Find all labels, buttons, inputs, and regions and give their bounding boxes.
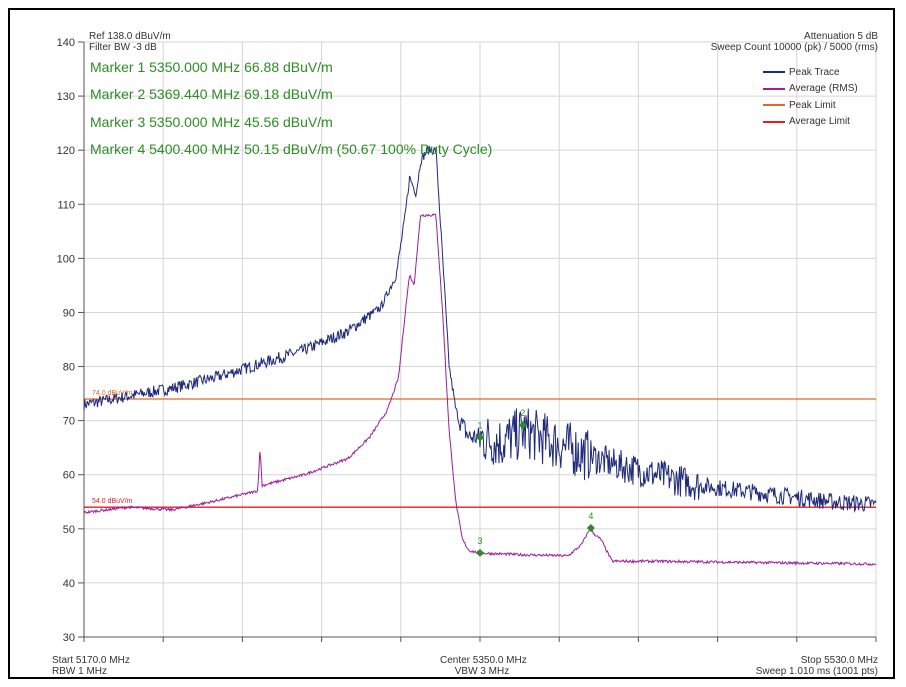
- ref-info: Ref 138.0 dBuV/m Filter BW -3 dB: [89, 31, 171, 53]
- marker-4-point: [586, 524, 595, 533]
- average-swatch: [763, 87, 785, 90]
- y-tick-label: 120: [57, 145, 75, 157]
- y-tick-label: 100: [57, 253, 75, 265]
- y-tick-label: 90: [63, 307, 75, 319]
- marker-4-label: 4: [588, 511, 593, 521]
- legend-peak-trace: Peak Trace: [763, 64, 858, 81]
- y-tick-label: 40: [63, 578, 75, 590]
- sweep-time: Sweep 1.010 ms (1001 pts): [755, 666, 878, 677]
- y-tick-label: 50: [63, 524, 75, 536]
- legend-label: Peak Trace: [789, 66, 840, 78]
- y-tick-label: 130: [57, 91, 75, 103]
- legend-peak-limit: Peak Limit: [763, 97, 858, 114]
- peak-limit-label: 74.0 dBuV/m: [92, 390, 133, 397]
- peak-trace-swatch: [763, 71, 785, 74]
- y-tick-label: 110: [57, 199, 75, 211]
- peak-trace-line: [83, 145, 877, 513]
- chart-frame: [8, 8, 895, 679]
- filter-bw: Filter BW -3 dB: [89, 42, 157, 53]
- start-freq: Start 5170.0 MHz: [52, 655, 130, 666]
- rbw: RBW 1 MHz: [52, 666, 107, 677]
- ref-level: Ref 138.0 dBuV/m: [89, 31, 171, 42]
- legend-label: Average (RMS): [789, 83, 858, 95]
- marker-1-label: 1: [477, 421, 482, 431]
- marker-1-point: [476, 433, 484, 442]
- marker-3-readout: Marker 3 5350.000 MHz 45.56 dBuV/m: [90, 114, 333, 130]
- attenuation: Attenuation 5 dB: [804, 31, 878, 42]
- average-limit-swatch: [763, 120, 785, 123]
- center-info: Center 5350.0 MHz VBW 3 MHz: [440, 655, 527, 677]
- start-info: Start 5170.0 MHz RBW 1 MHz: [52, 655, 130, 677]
- marker-4-readout: Marker 4 5400.400 MHz 50.15 dBuV/m (50.6…: [90, 141, 493, 157]
- stop-freq: Stop 5530.0 MHz: [800, 655, 878, 666]
- legend: Peak Trace Average (RMS) Peak Limit Aver…: [763, 64, 858, 130]
- legend-average: Average (RMS): [763, 81, 858, 98]
- sweep-count: Sweep Count 10000 (pk) / 5000 (rms): [710, 42, 878, 53]
- y-tick-label: 60: [63, 470, 75, 482]
- marker-2-point: [518, 421, 527, 430]
- y-tick-label: 80: [63, 362, 75, 374]
- y-tick-label: 140: [57, 37, 75, 49]
- center-freq: Center 5350.0 MHz: [440, 655, 527, 666]
- legend-label: Peak Limit: [789, 99, 836, 111]
- marker-2-label: 2: [520, 408, 525, 418]
- average-limit-label: 54.0 dBuV/m: [92, 498, 133, 505]
- marker-1-readout: Marker 1 5350.000 MHz 66.88 dBuV/m: [90, 59, 333, 75]
- marker-3-point: [476, 548, 484, 557]
- stop-info: Stop 5530.0 MHz Sweep 1.010 ms (1001 pts…: [756, 655, 878, 677]
- legend-label: Average Limit: [789, 116, 850, 128]
- legend-average-limit: Average Limit: [763, 114, 858, 131]
- sweep-info: Attenuation 5 dB Sweep Count 10000 (pk) …: [711, 31, 878, 53]
- y-tick-label: 70: [63, 416, 75, 428]
- peak-limit-swatch: [763, 104, 785, 107]
- vbw: VBW 3 MHz: [454, 666, 510, 677]
- y-tick-label: 30: [63, 632, 75, 644]
- marker-3-label: 3: [477, 536, 482, 546]
- marker-2-readout: Marker 2 5369.440 MHz 69.18 dBuV/m: [90, 86, 333, 102]
